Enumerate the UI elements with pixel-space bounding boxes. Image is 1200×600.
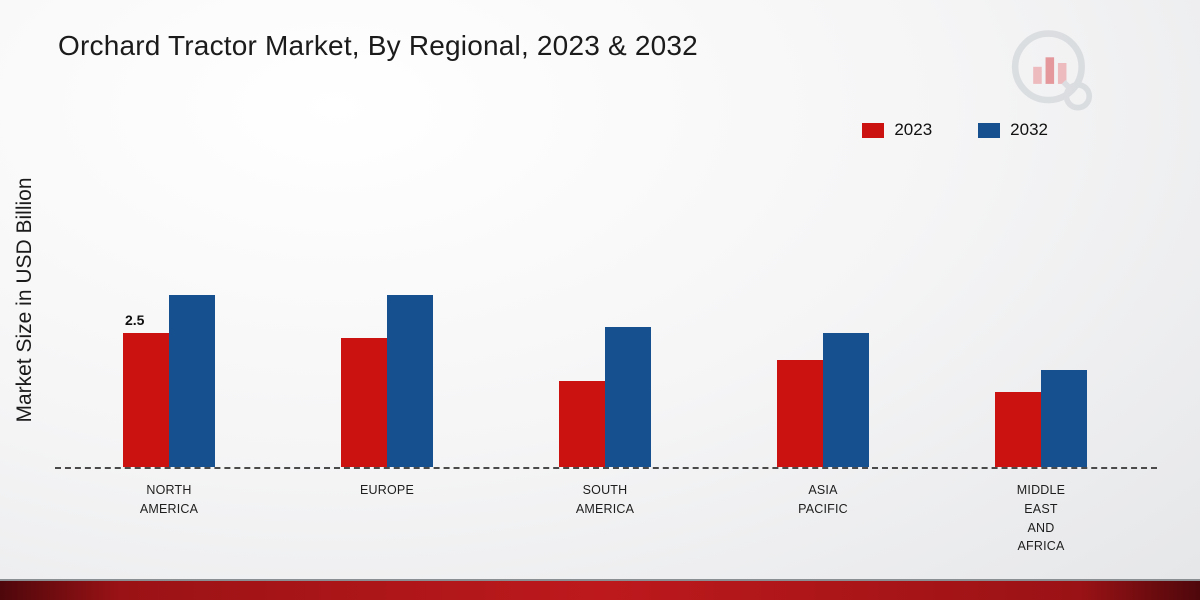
bar-value-label: 2.5 — [125, 312, 145, 328]
legend-swatch-icon — [862, 122, 885, 138]
legend-label: 2023 — [894, 120, 933, 139]
bar-group — [496, 327, 714, 467]
category-label: SOUTH AMERICA — [575, 483, 635, 516]
category-label: EUROPE — [360, 483, 414, 497]
bar-2032-south-america — [605, 327, 651, 467]
bar-2023-middle-east-and-africa — [995, 392, 1041, 467]
market-research-future-logo-icon — [1011, 30, 1093, 111]
footer-band — [0, 579, 1200, 600]
legend-swatch-icon — [978, 122, 1001, 138]
bar-2032-europe — [387, 295, 433, 467]
category-labels: NORTH AMERICA EUROPE SOUTH AMERICA ASIA PACIFI… — [60, 481, 1150, 556]
page-title: Orchard Tractor Market, By Regional, 202… — [58, 30, 698, 61]
legend-item-2032: 2032 — [978, 120, 1048, 140]
legend-item-2023: 2023 — [862, 120, 932, 140]
y-axis-label: Market Size in USD Billion — [13, 177, 36, 423]
category-label: MIDDLE EAST AND AFRICA — [1016, 483, 1066, 554]
bar-2023-asia-pacific — [777, 360, 823, 467]
legend-label: 2032 — [1010, 120, 1048, 139]
bar-group: 2.5 — [60, 295, 278, 467]
bar-group — [932, 370, 1150, 467]
legend: 2023 2032 — [862, 120, 1048, 140]
bar-2032-asia-pacific — [823, 333, 869, 467]
bar-2023-south-america — [559, 381, 605, 467]
bar-group — [714, 333, 932, 467]
bar-group — [278, 295, 496, 467]
bar-2023-north-america: 2.5 — [123, 312, 169, 467]
plot-area: 2.5 — [60, 279, 1150, 467]
x-axis-baseline — [55, 467, 1157, 469]
category-label: NORTH AMERICA — [139, 483, 199, 516]
category-label: ASIA PACIFIC — [798, 483, 848, 516]
bar-2032-middle-east-and-africa — [1041, 370, 1087, 467]
bar-2023-europe — [341, 338, 387, 467]
bar-2032-north-america — [169, 295, 215, 467]
